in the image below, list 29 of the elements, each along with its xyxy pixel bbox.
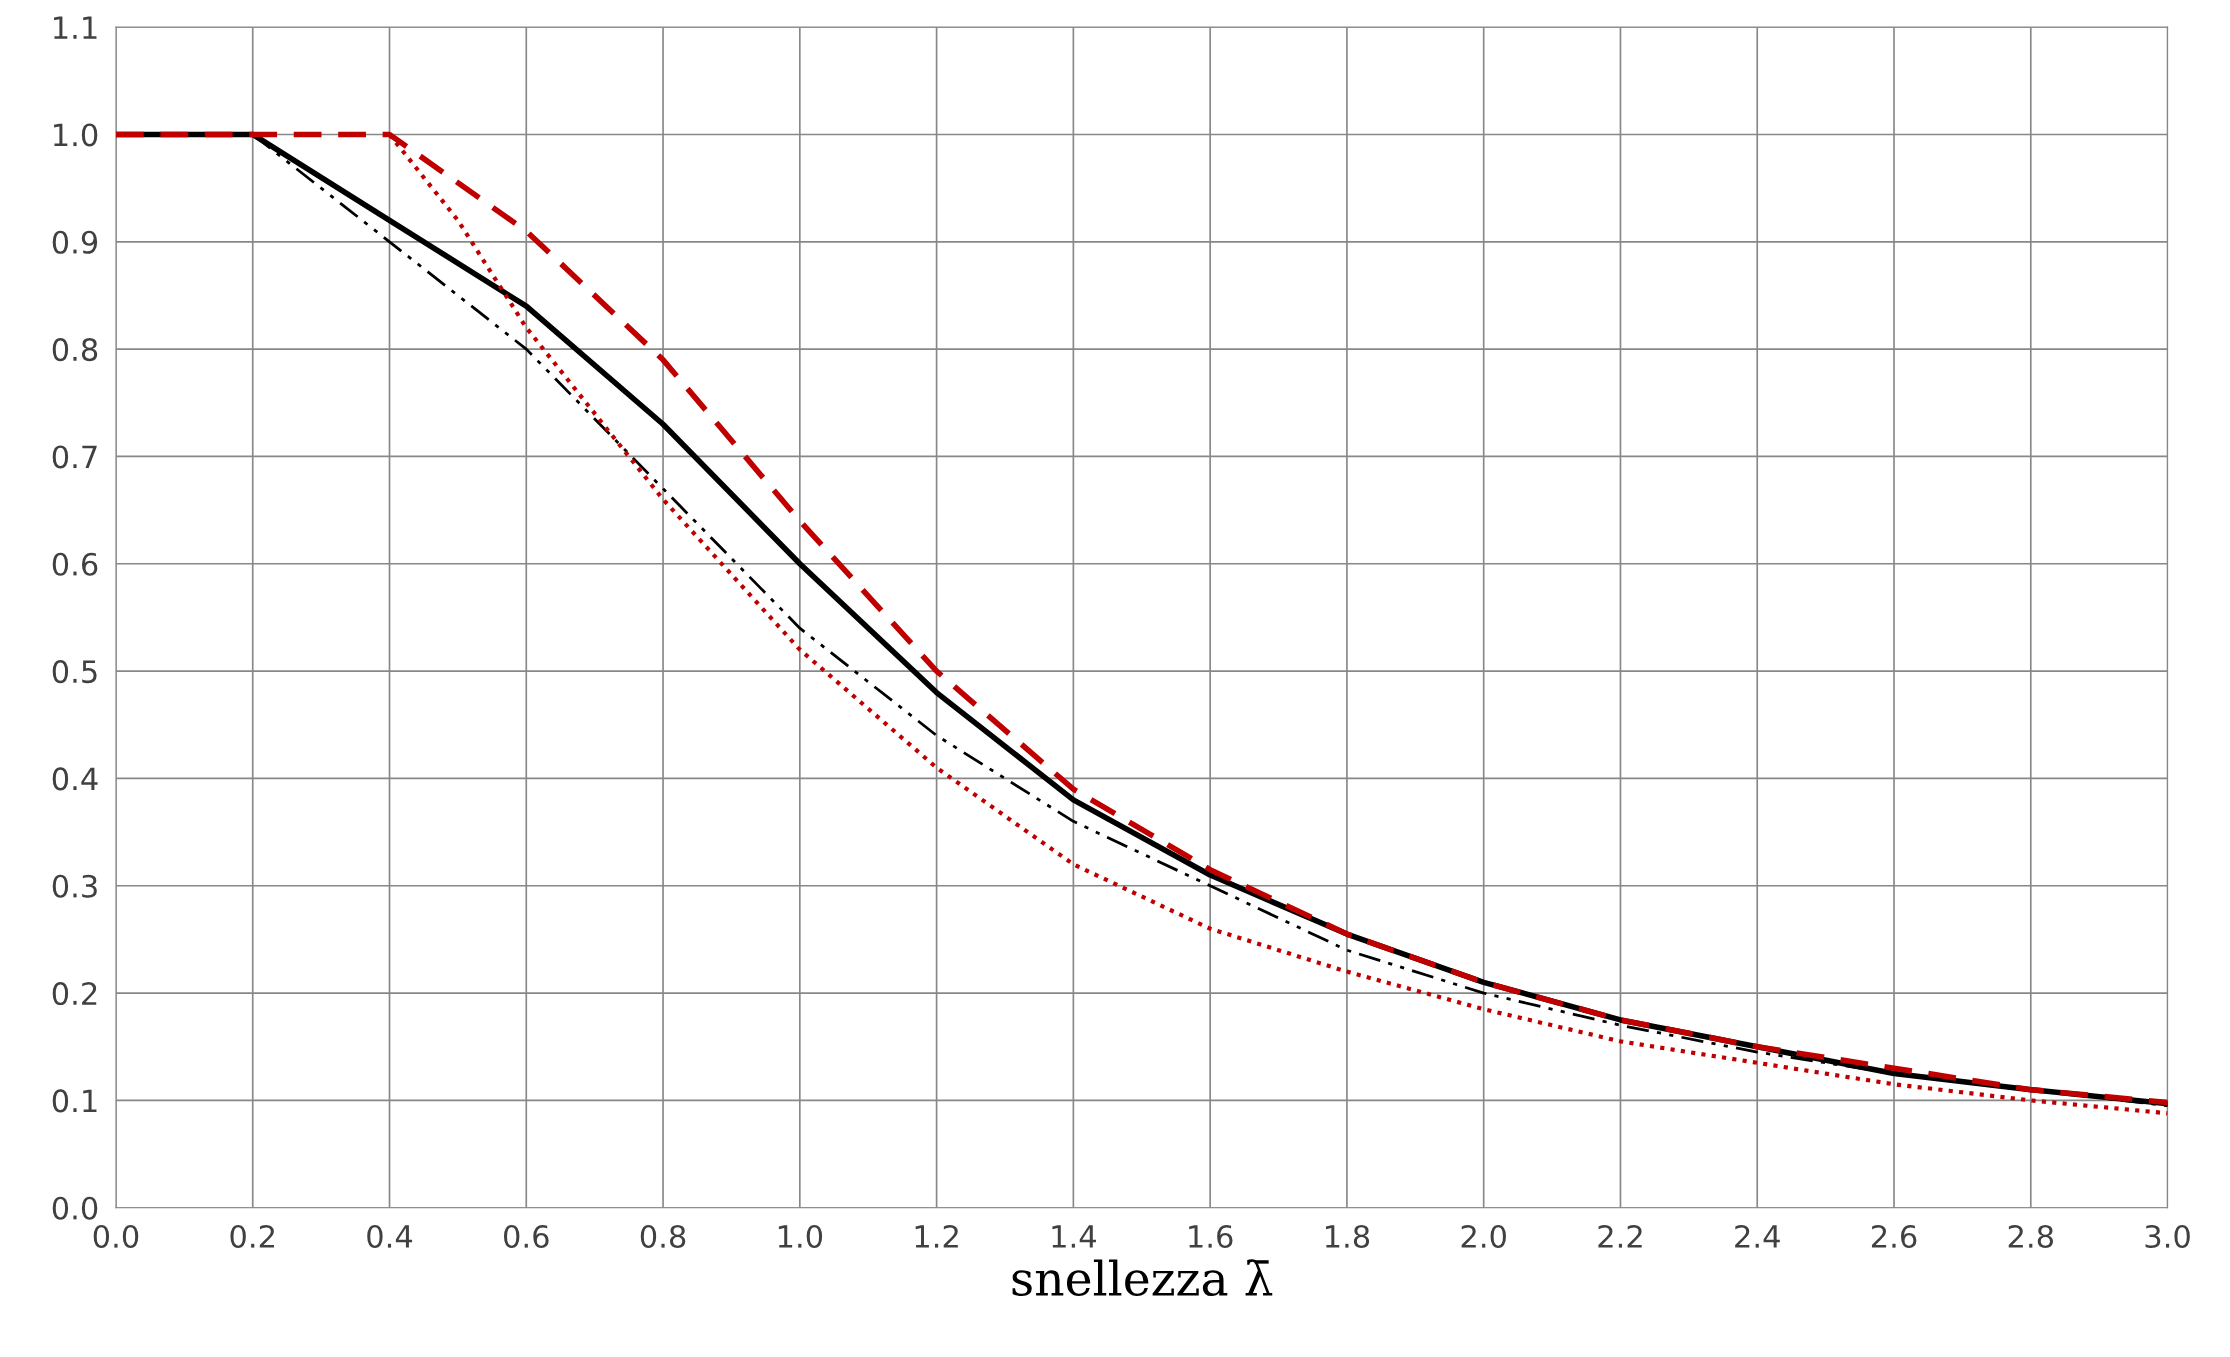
x-tick-label: 1.4 [1052, 1225, 1096, 1248]
y-tick-label: 0.7 [52, 445, 97, 469]
y-tick-label: 1.0 [54, 123, 98, 147]
y-tick-label: 1.1 [54, 16, 97, 39]
x-tick-label: 1.6 [1189, 1224, 1233, 1249]
y-tick-label: 0.4 [52, 767, 98, 791]
x-tick-label: 3.0 [2145, 1224, 2190, 1249]
x-tick-label: 0.4 [367, 1224, 413, 1249]
x-tick-label: 2.2 [1598, 1224, 1642, 1248]
x-tick-label: 2.6 [1871, 1224, 1917, 1249]
x-tick-label: 2.8 [2008, 1224, 2053, 1249]
y-tick-label: 0.2 [52, 982, 97, 1006]
x-tick-label: 1.2 [915, 1224, 958, 1248]
x-tick-label: 0.8 [640, 1224, 686, 1249]
y-tick-label: 0.0 [52, 1196, 98, 1220]
x-tick-label: 2.0 [1461, 1224, 1506, 1249]
x-tick-label: 0.6 [504, 1224, 549, 1249]
x-tick-label: 1.8 [1325, 1224, 1370, 1249]
y-tick-label: 0.6 [52, 552, 98, 576]
x-axis-title: snellezza λ̄ [1012, 1259, 1273, 1297]
y-tick-label: 0.3 [52, 874, 97, 898]
x-tick-label: 1.0 [778, 1224, 823, 1249]
y-tick-label: 0.1 [52, 1089, 97, 1113]
y-tick-label: 0.5 [52, 660, 97, 684]
x-tick-label: 0.0 [93, 1224, 139, 1249]
y-tick-label: 0.8 [52, 338, 98, 362]
x-tick-label: 2.4 [1735, 1224, 1780, 1248]
y-tick-label: 0.9 [52, 230, 98, 254]
x-tick-label: 0.2 [230, 1224, 274, 1249]
